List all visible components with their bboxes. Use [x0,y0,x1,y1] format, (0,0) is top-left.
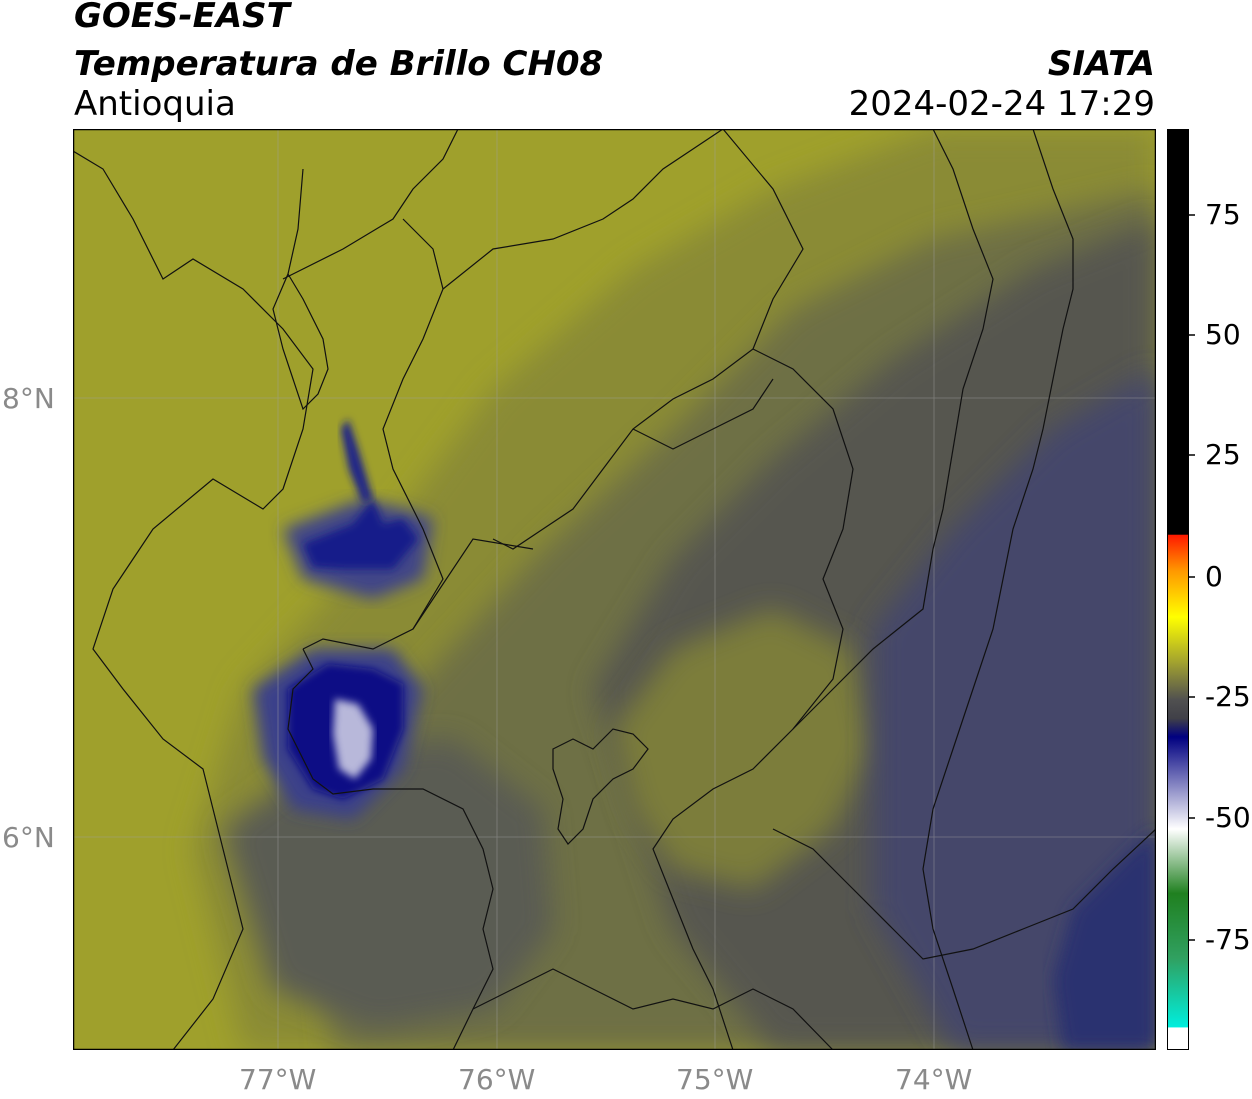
satellite-title: GOES-EAST [74,0,290,36]
coastline-north [282,129,459,280]
lat-label-8n: 8°N [2,382,55,415]
inner-boundary-northeast [632,378,774,450]
cbar-tick-25: 25 [1205,438,1241,471]
inner-boundary-southeast [772,828,1156,960]
cbar-tick-marks [1189,214,1195,941]
antioquia-border-east [492,129,804,550]
lat-label-6n: 6°N [2,821,55,854]
department-border-fareast [922,129,1074,1050]
brightness-temperature-map [73,129,1156,1050]
medellin-valley-outline [552,728,649,845]
region-label: Antioquia [74,84,236,124]
cbar-tick-0: 0 [1205,560,1223,593]
antioquia-border-northwest-line [412,538,534,630]
cbar-tick-75: 75 [1205,198,1241,231]
temperature-colorbar [1167,129,1189,1050]
convective-cell-south-cold-top [333,699,373,779]
boundaries [73,129,1156,1050]
central-olive-island [613,609,873,889]
gulf-of-uraba [272,272,329,411]
cbar-tick-50: 50 [1205,318,1241,351]
southwest-gray-corridor [223,739,553,1029]
inner-boundary-south [472,968,834,1050]
lon-label-77w: 77°W [239,1063,317,1096]
navy-east-field [873,369,1156,1050]
brand-label: SIATA [1047,44,1155,84]
graticule [73,129,1156,1050]
blue-southeast-patch [1053,829,1156,1050]
coastline-west [73,150,314,1050]
convective-cell-north-plume [341,419,373,504]
department-border-northwest-vertical [287,168,304,275]
antioquia-border-northeast [442,129,724,290]
product-title: Temperatura de Brillo CH08 [74,44,604,84]
lon-label-76w: 76°W [458,1063,536,1096]
lon-label-74w: 74°W [895,1063,973,1096]
antioquia-border-south [287,648,494,1050]
timestamp-label: 2024-02-24 17:29 [848,84,1155,124]
department-border-east [792,129,994,730]
map-frame [73,129,1156,1050]
lon-label-75w: 75°W [676,1063,754,1096]
cbar-tick-neg75: -75 [1205,923,1251,956]
convective-cell-north-core [303,499,418,569]
cbar-tick-neg50: -50 [1205,801,1251,834]
cbar-tick-neg25: -25 [1205,680,1251,713]
